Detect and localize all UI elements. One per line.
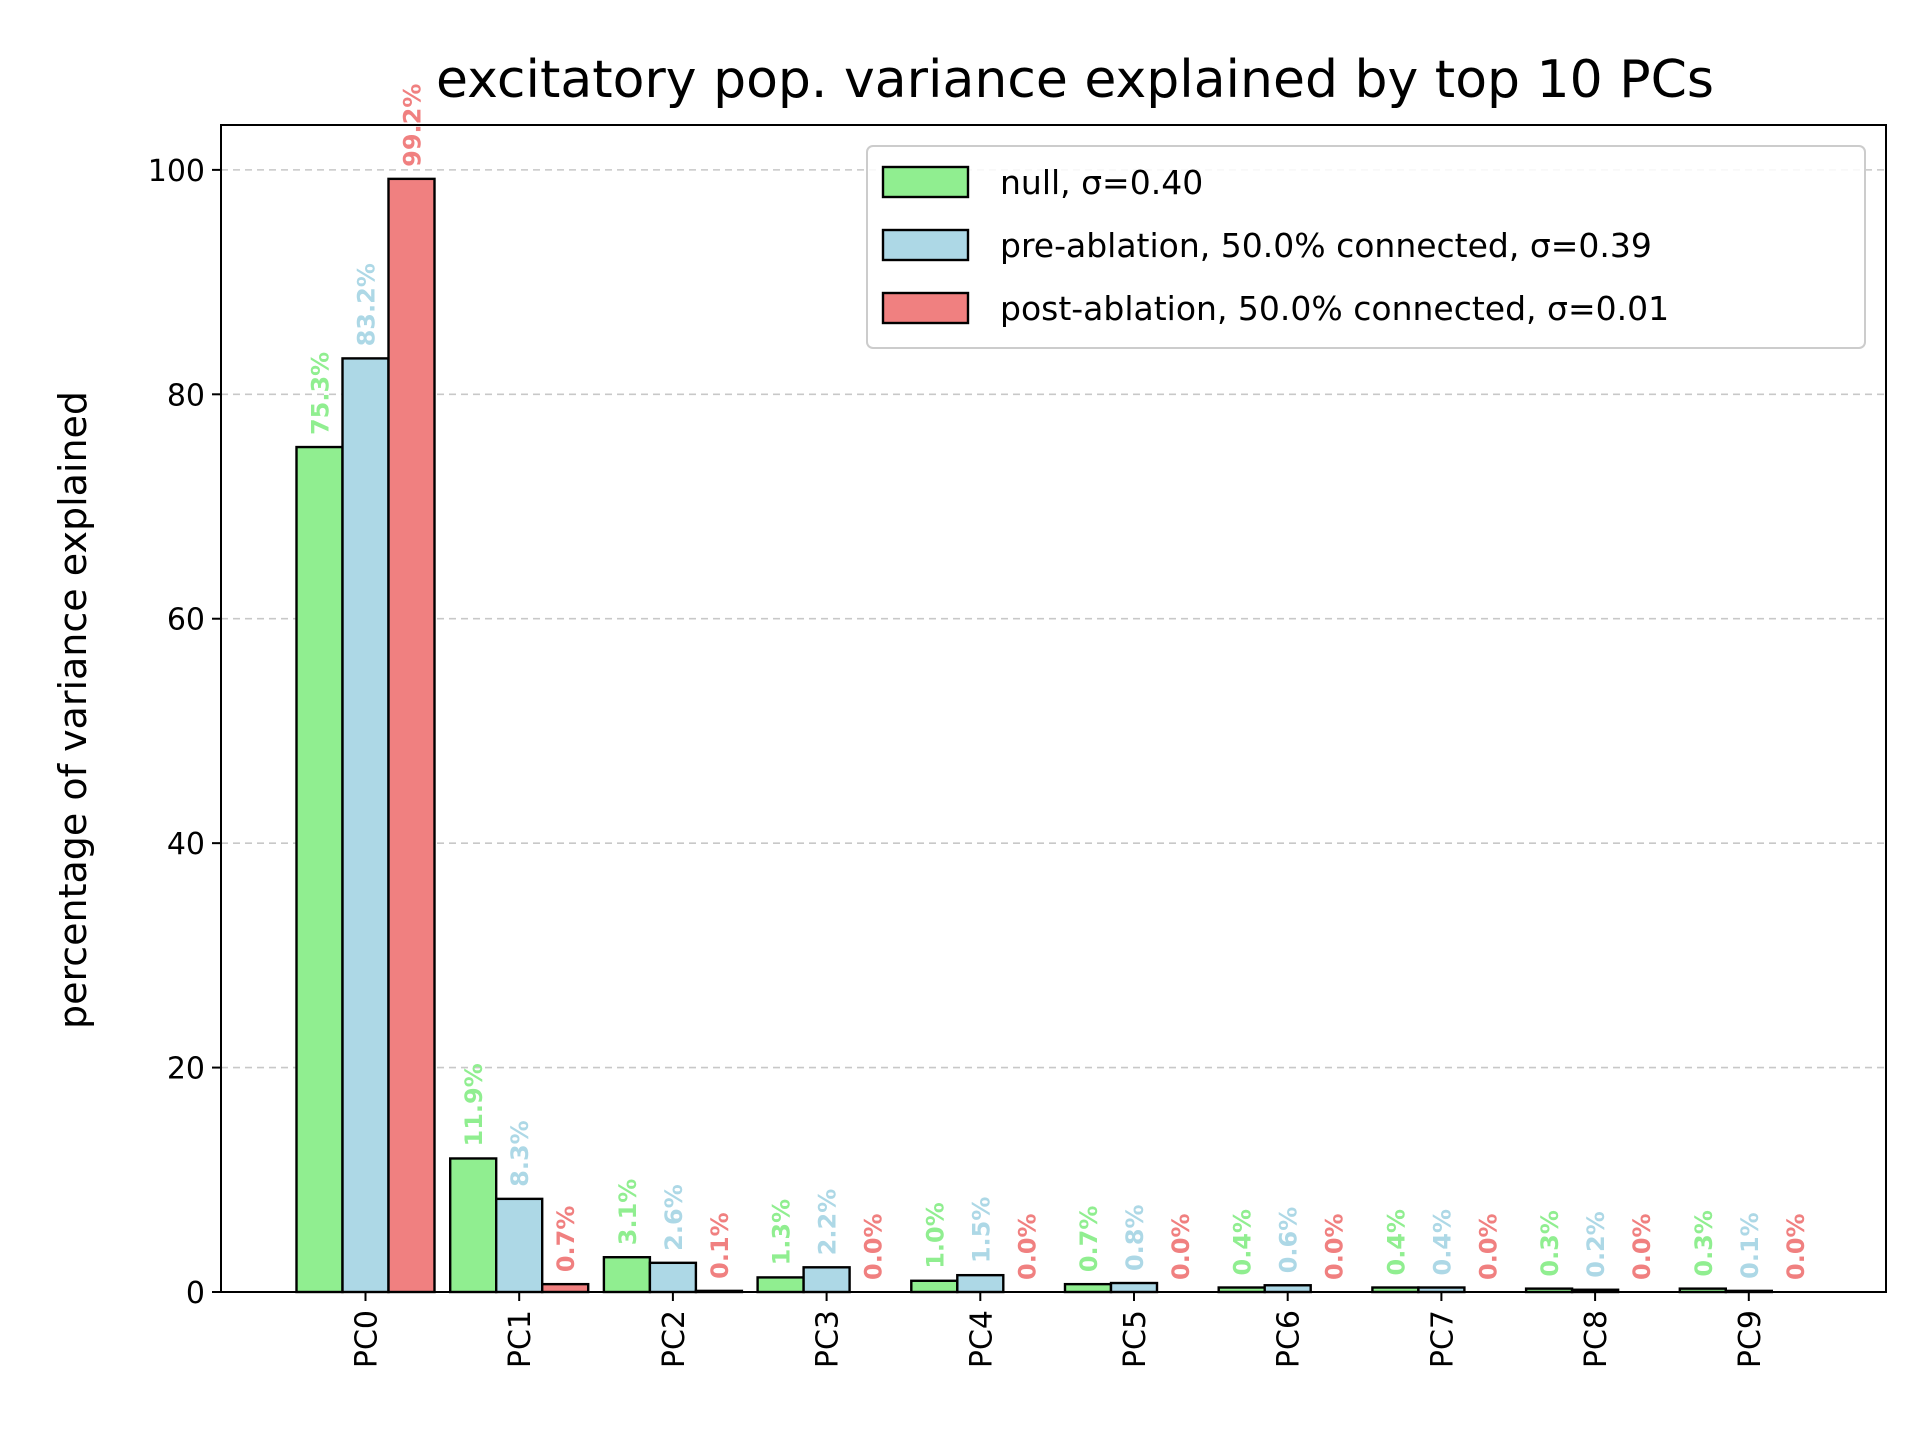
y-tick-label: 60 xyxy=(167,603,205,638)
y-tick-label: 40 xyxy=(167,827,205,862)
bar-PC4-series-0 xyxy=(910,1279,959,1294)
x-axis: PC0 PC1 PC2 PC3 PC4 PC5 PC6 PC7 PC8 PC9 xyxy=(350,1292,1768,1368)
bar-value-label: 0.0% xyxy=(860,1213,888,1280)
bar-value-label: 1.0% xyxy=(921,1202,949,1269)
x-tick-label: PC4 xyxy=(964,1310,999,1368)
legend-entry-label: null, σ=0.40 xyxy=(1000,163,1203,202)
y-tick-label: 0 xyxy=(186,1276,205,1311)
legend-swatch xyxy=(881,228,970,262)
legend-entry-label: post-ablation, 50.0% connected, σ=0.01 xyxy=(1000,289,1669,328)
bar-PC1-series-1 xyxy=(495,1197,544,1294)
x-tick-label: PC3 xyxy=(811,1310,846,1368)
x-tick-label: PC2 xyxy=(657,1310,692,1368)
bar-PC0-series-2 xyxy=(387,177,436,1294)
bar-value-label: 0.4% xyxy=(1229,1209,1257,1276)
bar-value-label: 0.3% xyxy=(1536,1210,1564,1277)
bar-value-label: 0.8% xyxy=(1121,1204,1149,1271)
bar-value-label: 0.1% xyxy=(1736,1212,1764,1279)
bar-value-label: 0.0% xyxy=(1474,1213,1502,1280)
bar-PC0-series-0 xyxy=(295,445,344,1294)
bar-value-label: 83.2% xyxy=(353,263,381,346)
x-tick-label: PC0 xyxy=(350,1310,385,1368)
plot-frame xyxy=(220,124,1887,1293)
bar-value-label: 2.6% xyxy=(660,1184,688,1251)
bar-PC6-series-1 xyxy=(1263,1284,1312,1294)
bar-PC5-series-0 xyxy=(1063,1282,1113,1294)
y-tick-label: 100 xyxy=(148,154,205,189)
legend-box xyxy=(866,145,1866,349)
y-axis-label: percentage of variance explained xyxy=(51,391,95,1029)
legend: null, σ=0.40 pre-ablation, 50.0% connecte… xyxy=(866,145,1866,349)
bar-value-label: 0.0% xyxy=(1321,1213,1349,1280)
x-tick-label: PC7 xyxy=(1425,1310,1460,1368)
bar-value-label: 8.3% xyxy=(506,1120,534,1187)
x-tick-label: PC6 xyxy=(1272,1310,1307,1368)
x-tick-label: PC9 xyxy=(1733,1310,1768,1368)
bar-value-label: 1.3% xyxy=(768,1199,796,1266)
bar-PC2-series-0 xyxy=(602,1256,652,1294)
y-tick-label: 20 xyxy=(167,1052,205,1087)
bar-PC5-series-1 xyxy=(1109,1281,1159,1294)
legend-swatch xyxy=(881,165,970,199)
y-axis: 0 20 40 60 80 100 xyxy=(148,154,221,1311)
chart-title: excitatory pop. variance explained by to… xyxy=(436,50,1714,110)
bar-value-label: 0.1% xyxy=(706,1212,734,1279)
bar-value-label: 11.9% xyxy=(460,1063,488,1146)
legend-entry-label: pre-ablation, 50.0% connected, σ=0.39 xyxy=(1000,226,1652,265)
y-tick-label: 80 xyxy=(167,378,205,413)
x-tick-label: PC5 xyxy=(1118,1310,1153,1368)
bar-value-label: 0.7% xyxy=(1075,1206,1103,1273)
bar-PC3-series-0 xyxy=(756,1276,805,1294)
bar-value-label: 0.0% xyxy=(1782,1213,1810,1280)
bar-PC0-series-1 xyxy=(341,357,390,1294)
bar-value-label: 3.1% xyxy=(614,1179,642,1246)
bar-PC1-series-0 xyxy=(449,1157,498,1294)
bar-value-label: 0.4% xyxy=(1382,1209,1410,1276)
bar-value-label: 0.4% xyxy=(1428,1209,1456,1276)
bar-value-label: 0.0% xyxy=(1013,1213,1041,1280)
bar-value-label: 2.2% xyxy=(814,1189,842,1256)
bar-value-label: 1.5% xyxy=(967,1197,995,1264)
bar-value-label: 0.0% xyxy=(1167,1213,1195,1280)
bar-labels: 75.3%83.2%99.2%11.9%8.3%0.7% 3.1% 2.6% 0.1%… xyxy=(307,84,1810,1280)
bars xyxy=(295,177,1774,1294)
bar-value-label: 0.3% xyxy=(1690,1210,1718,1277)
bar-value-label: 75.3% xyxy=(307,352,335,435)
bar-PC4-series-1 xyxy=(956,1273,1005,1294)
x-tick-label: PC8 xyxy=(1579,1310,1614,1368)
bar-PC2-series-1 xyxy=(648,1261,698,1294)
bar-PC1-series-2 xyxy=(541,1282,590,1294)
x-tick-label: PC1 xyxy=(503,1310,538,1368)
bar-value-label: 0.0% xyxy=(1628,1213,1656,1280)
bar-value-label: 0.6% xyxy=(1275,1207,1303,1274)
bar-PC3-series-1 xyxy=(802,1266,851,1294)
bar-value-label: 0.2% xyxy=(1582,1211,1610,1278)
bar-value-label: 0.7% xyxy=(552,1206,580,1273)
legend-swatch xyxy=(881,291,970,325)
